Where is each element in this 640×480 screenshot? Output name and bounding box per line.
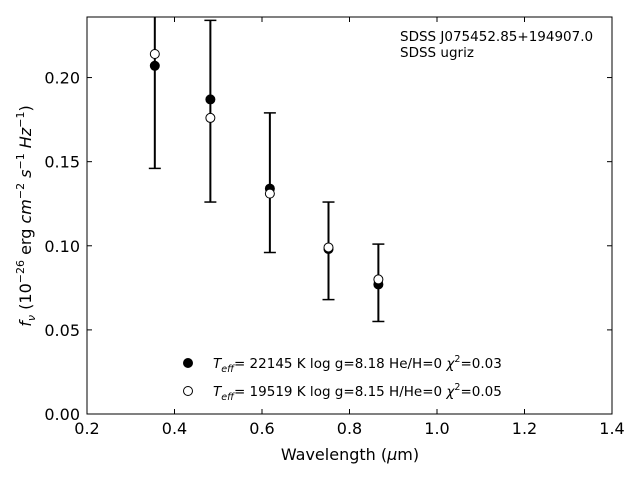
point-open xyxy=(149,49,160,60)
data-markers xyxy=(149,49,384,290)
y-tick-label: 0.05 xyxy=(44,321,80,340)
x-tick-label: 0.6 xyxy=(249,419,274,438)
y-tick-label: 0.20 xyxy=(44,69,80,88)
axis-ticks: 0.2 0.4 0.6 0.8 1.0 1.2 1.4 0.00 0.05 0.10 0.15 0.2… xyxy=(44,17,625,438)
y-tick-label: 0.10 xyxy=(44,237,80,256)
x-axis-label: Wavelength (μm) xyxy=(281,445,419,464)
y-tick-label: 0.00 xyxy=(44,405,80,424)
annotation-filter-set: SDSS ugriz xyxy=(400,45,474,61)
annotation-block: SDSS J075452.85+194907.0 SDSS ugriz xyxy=(400,29,593,61)
legend-marker-filled xyxy=(183,358,193,368)
point-filled xyxy=(205,94,216,105)
x-tick-label: 0.8 xyxy=(337,419,362,438)
point-open xyxy=(323,242,334,253)
annotation-object-name: SDSS J075452.85+194907.0 xyxy=(400,29,593,45)
point-open xyxy=(264,188,275,199)
error-bars xyxy=(148,17,385,323)
legend-label-1: Teff= 22145 K log g=8.18 He/H=0 χ2=0.03 xyxy=(213,354,502,375)
point-open xyxy=(373,274,384,285)
x-tick-label: 1.4 xyxy=(599,419,624,438)
point-filled xyxy=(149,60,160,71)
plot-area xyxy=(86,16,613,415)
x-tick-label: 1.0 xyxy=(424,419,449,438)
legend-label-2: Teff= 19519 K log g=8.15 H/He=0 χ2=0.05 xyxy=(213,382,502,403)
y-tick-label: 0.15 xyxy=(44,153,80,172)
legend-marker-open xyxy=(183,386,193,396)
y-axis-label: fν (10−26 erg cm−2 s−1 Hz−1) xyxy=(14,105,38,326)
x-tick-label: 0.2 xyxy=(74,419,99,438)
x-tick-label: 1.2 xyxy=(512,419,537,438)
legend: Teff= 22145 K log g=8.18 He/H=0 χ2=0.03 … xyxy=(183,354,502,403)
x-tick-label: 0.4 xyxy=(162,419,187,438)
point-open xyxy=(205,112,216,123)
